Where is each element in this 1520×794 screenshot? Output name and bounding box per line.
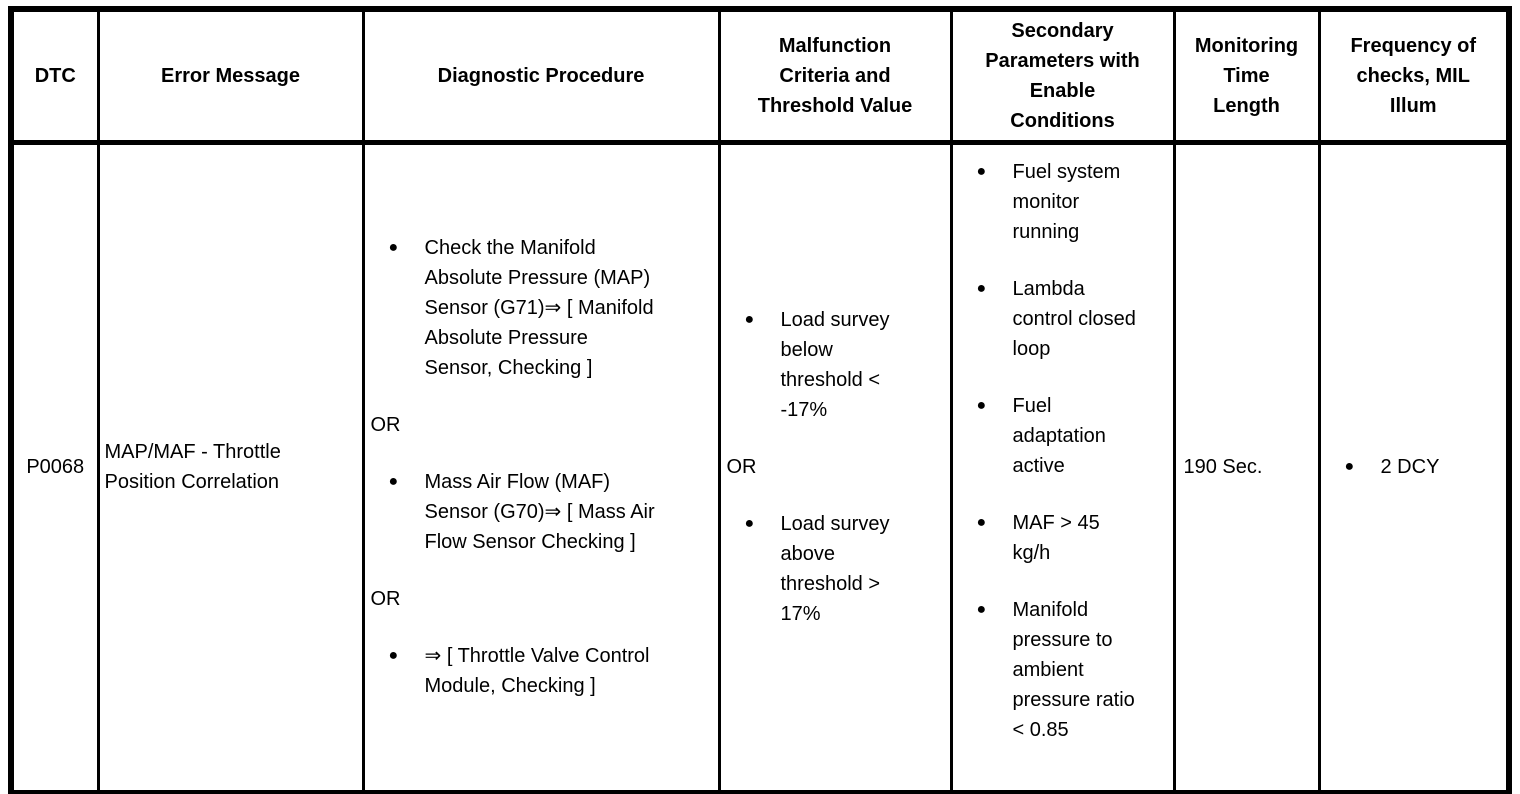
list-item-text: Load survey above threshold > 17% xyxy=(780,513,890,626)
col-header-frequency: Frequency of checks, MIL Illum xyxy=(1317,7,1511,145)
or-separator: OR xyxy=(370,588,401,611)
bullet-icon: ● xyxy=(1344,458,1355,476)
list-item-text: Load survey below threshold < -17% xyxy=(780,309,890,422)
bullet-list-item: ● ⇒ [ Throttle Valve Control Module, Chec… xyxy=(369,641,714,701)
bullet-icon: ● xyxy=(388,239,399,257)
bullet-list-item: ● MAF > 45 kg/h xyxy=(957,508,1169,568)
bullet-icon: ● xyxy=(976,397,987,414)
header-row: DTC Error Message Diagnostic Procedure M… xyxy=(9,7,1511,145)
cell-secondary-parameters: ● Fuel system monitor running ● Lambda cont… xyxy=(949,141,1176,794)
cell-malfunction-criteria: ● Load survey below threshold < -17% OR ● Lo… xyxy=(717,141,953,794)
bullet-list-item: ● Load survey above threshold > 17% xyxy=(725,509,946,629)
list-item-text: Mass Air Flow (MAF) Sensor (G70)⇒ [ Mass… xyxy=(424,471,655,554)
col-header-malfunction-criteria: Malfunction Criteria and Threshold Value xyxy=(717,7,953,145)
list-item-text: 2 DCY xyxy=(1380,456,1440,479)
cell-dtc-code: P0068 xyxy=(9,141,100,794)
list-item-text: ⇒ [ Throttle Valve Control Module, Check… xyxy=(424,645,650,698)
col-header-error-message: Error Message xyxy=(96,7,365,145)
list-item-text: Manifold pressure to ambient pressure ra… xyxy=(1012,599,1135,741)
bullet-list-item: ● Check the Manifold Absolute Pressure (M… xyxy=(369,233,714,383)
secondary-parameters-list: ● Fuel system monitor running ● Lambda cont… xyxy=(957,157,1169,745)
bullet-list-item: ● Fuel system monitor running xyxy=(957,157,1169,247)
cell-monitoring-time: 190 Sec. xyxy=(1172,141,1321,794)
bullet-list-item: ● Load survey below threshold < -17% xyxy=(725,305,946,425)
col-header-dtc: DTC xyxy=(9,7,100,145)
frequency-list: ● 2 DCY xyxy=(1325,452,1503,482)
bullet-list-item: ● Lambda control closed loop xyxy=(957,274,1169,364)
list-item-text: Check the Manifold Absolute Pressure (MA… xyxy=(424,237,654,380)
bullet-icon: ● xyxy=(744,515,755,533)
bullet-icon: ● xyxy=(976,514,987,531)
bullet-icon: ● xyxy=(976,601,987,618)
bullet-icon: ● xyxy=(388,473,399,491)
or-separator: OR xyxy=(370,414,401,437)
bullet-icon: ● xyxy=(976,163,987,180)
bullet-icon: ● xyxy=(388,647,399,665)
bullet-list-item: ● Mass Air Flow (MAF) Sensor (G70)⇒ [ Mas… xyxy=(369,467,714,557)
cell-diagnostic-procedure: ● Check the Manifold Absolute Pressure (M… xyxy=(361,141,721,794)
malfunction-criteria-list: ● Load survey below threshold < -17% OR ● Lo… xyxy=(725,305,946,629)
table-row: P0068 MAP/MAF - Throttle Position Correl… xyxy=(9,141,1511,794)
list-item-text: Lambda control closed loop xyxy=(1012,278,1136,360)
bullet-list-item: ● 2 DCY xyxy=(1325,452,1503,482)
bullet-icon: ● xyxy=(976,280,987,297)
diagnostic-procedure-list: ● Check the Manifold Absolute Pressure (M… xyxy=(369,233,714,701)
col-header-diagnostic-procedure: Diagnostic Procedure xyxy=(361,7,721,145)
cell-error-message: MAP/MAF - Throttle Position Correlation xyxy=(96,141,365,794)
list-item-text: Fuel adaptation active xyxy=(1012,395,1106,477)
bullet-icon: ● xyxy=(744,311,755,329)
list-item-text: Fuel system monitor running xyxy=(1012,161,1121,243)
cell-frequency: ● 2 DCY xyxy=(1317,141,1511,794)
col-header-monitoring-time: Monitoring Time Length xyxy=(1172,7,1321,145)
dtc-table: DTC Error Message Diagnostic Procedure M… xyxy=(8,6,1512,794)
col-header-secondary-parameters: Secondary Parameters with Enable Conditi… xyxy=(949,7,1176,145)
bullet-list-item: ● Manifold pressure to ambient pressure r… xyxy=(957,595,1169,745)
bullet-list-item: ● Fuel adaptation active xyxy=(957,391,1169,481)
or-separator: OR xyxy=(726,456,757,479)
list-item-text: MAF > 45 kg/h xyxy=(1012,512,1100,564)
